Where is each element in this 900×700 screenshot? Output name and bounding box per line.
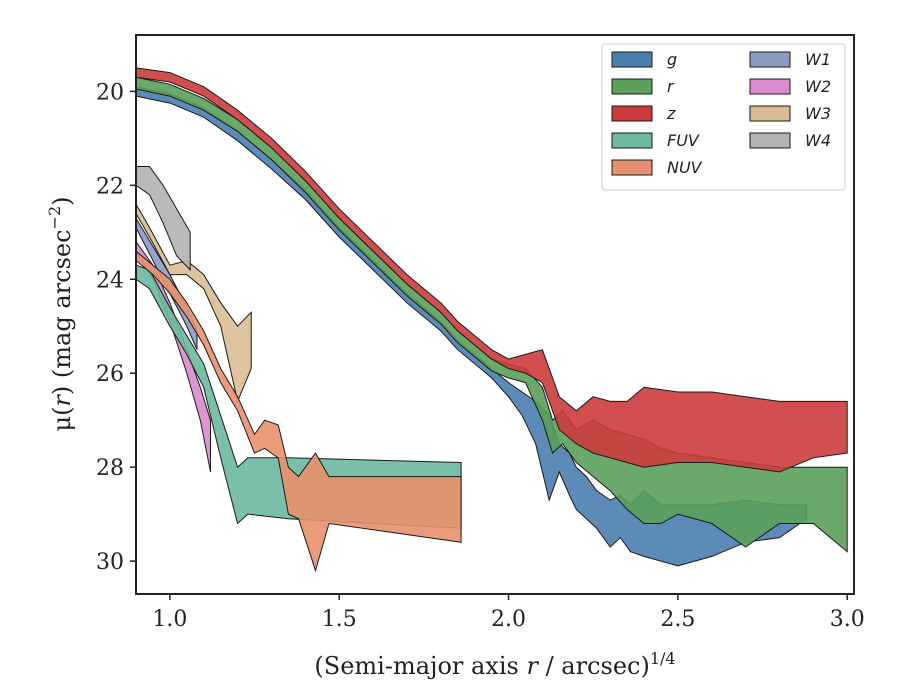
legend-label-z: z	[666, 104, 676, 123]
x-tick-label: 2.0	[491, 607, 526, 632]
band-z	[136, 67, 848, 473]
legend-label-w1: W1	[805, 50, 831, 69]
profile-bands	[136, 67, 848, 573]
y-tick-label: 28	[96, 456, 124, 481]
legend-swatch-w2	[749, 78, 791, 95]
y-tick-label: 24	[96, 268, 124, 293]
band-w3	[136, 203, 252, 404]
legend-swatch-g	[611, 51, 653, 68]
legend-label-nuv: NUV	[667, 158, 703, 177]
x-axis-label: (Semi-major axis r / arcsec)1/4	[314, 649, 675, 680]
legend-label-g: g	[667, 50, 677, 69]
legend-swatch-nuv	[611, 159, 653, 176]
x-tick-label: 1.0	[152, 607, 187, 632]
legend-label-w2: W2	[805, 77, 831, 96]
legend-label-fuv: FUV	[667, 131, 700, 150]
legend-swatch-w1	[749, 51, 791, 68]
band-w4	[136, 166, 191, 272]
legend-swatch-fuv	[611, 132, 653, 149]
y-axis-ticks: 20 22 24 26 28 30	[96, 80, 136, 575]
x-tick-label: 2.5	[660, 607, 695, 632]
legend: grz FUV NUV W1 W2 W3 W4	[601, 43, 846, 191]
legend-swatch-w4	[749, 132, 791, 149]
x-axis-ticks: 1.0 1.5 2.0 2.5 3.0	[152, 594, 865, 632]
legend-swatch-z	[611, 105, 653, 122]
y-tick-label: 26	[96, 362, 124, 387]
y-tick-label: 22	[96, 174, 124, 199]
legend-swatch-r	[611, 78, 653, 95]
y-tick-label: 20	[96, 80, 124, 105]
y-tick-label: 30	[96, 550, 124, 575]
legend-label-r: r	[667, 77, 675, 96]
y-axis-label: μ(r) (mag arcsec−2)	[45, 196, 76, 431]
x-tick-label: 1.5	[322, 607, 357, 632]
band-nuv	[136, 250, 462, 573]
legend-label-w4: W4	[805, 131, 831, 150]
plot-frame	[135, 34, 855, 595]
legend-swatch-w3	[749, 105, 791, 122]
legend-label-w3: W3	[805, 104, 831, 123]
x-tick-label: 3.0	[830, 607, 865, 632]
